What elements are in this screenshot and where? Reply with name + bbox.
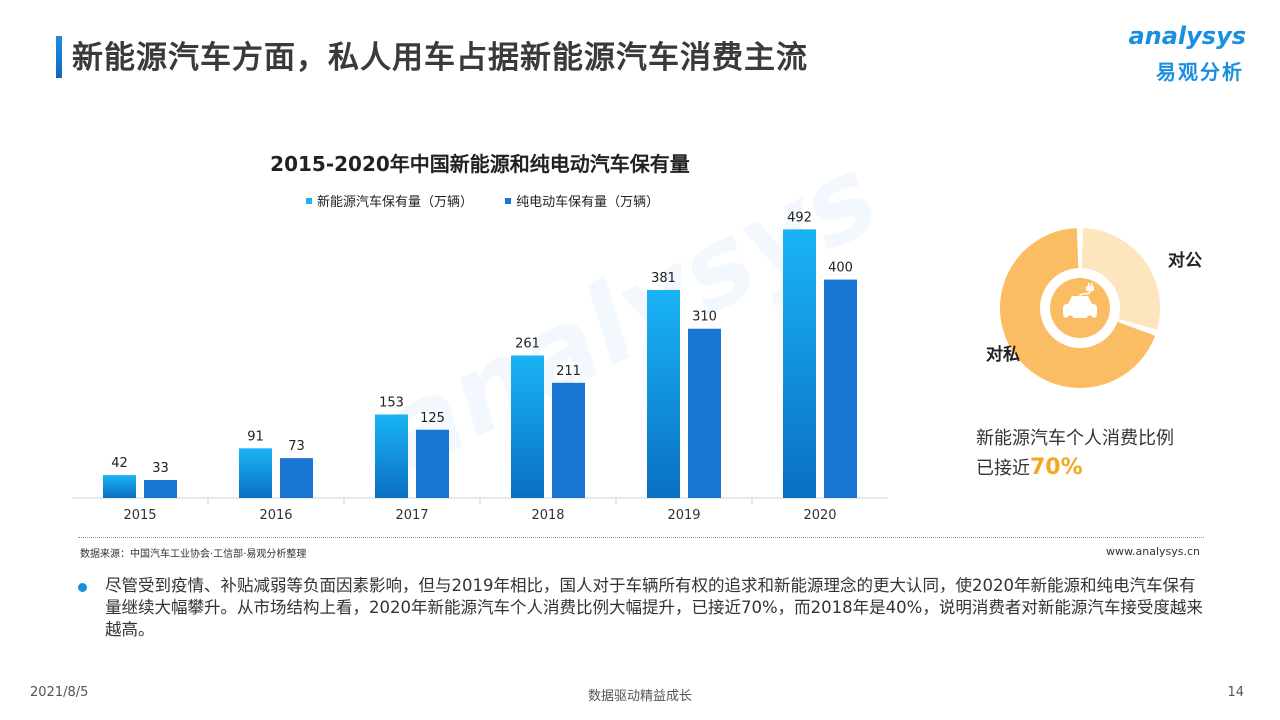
website-link[interactable]: www.analysys.cn [1106, 545, 1200, 558]
insight-line2: 已接近70% [976, 454, 1083, 480]
data-label-series2-2017: 125 [420, 411, 445, 426]
bar-series2-2018 [552, 382, 585, 498]
title-accent-bar [56, 36, 62, 78]
data-label-series2-2020: 400 [828, 261, 853, 276]
legend-swatch-series1 [306, 197, 312, 204]
bar-series2-2020 [824, 279, 857, 498]
x-tick-label-2015: 2015 [123, 508, 156, 523]
summary-paragraph: 尽管受到疫情、补贴减弱等负面因素影响，但与2019年相比，国人对于车辆所有权的追… [105, 576, 1203, 639]
logo-text-cn: 易观分析 [1156, 60, 1244, 84]
data-label-series2-2016: 73 [288, 439, 305, 454]
insight-line1: 新能源汽车个人消费比例 [976, 428, 1174, 449]
source-divider [78, 537, 1204, 538]
footer-date: 2021/8/5 [30, 685, 89, 700]
data-label-series1-2015: 42 [111, 456, 128, 471]
bar-series2-2017 [416, 429, 449, 498]
donut-label-public: 对公 [1168, 251, 1202, 271]
chart-legend: 新能源汽车保有量（万辆） 纯电动车保有量（万辆） [306, 191, 687, 210]
bar-series1-2015 [103, 475, 136, 498]
insight-percentage: 70% [1030, 455, 1083, 480]
data-label-series1-2016: 91 [247, 429, 264, 444]
bar-chart: 42 33 2015 91 73 2016 153 125 2017 261 211 2018 381 3… [72, 210, 888, 523]
footer-slogan: 数据驱动精益成长 [587, 689, 692, 704]
data-label-series1-2017: 153 [379, 395, 404, 410]
bullet-icon [78, 583, 87, 592]
x-tick-label-2018: 2018 [531, 508, 564, 523]
bar-series1-2020 [783, 229, 816, 499]
legend-item-series1: 新能源汽车保有量（万辆） [306, 191, 473, 210]
data-label-series1-2020: 492 [787, 210, 812, 225]
insight-prefix: 已接近 [976, 458, 1030, 479]
x-tick-label-2019: 2019 [667, 508, 700, 523]
consumption-donut [1000, 228, 1160, 388]
logo-text-en: analysys [1128, 22, 1246, 50]
bar-series1-2016 [239, 448, 272, 498]
chart-title: 2015-2020年中国新能源和纯电动汽车保有量 [270, 152, 690, 176]
bar-series1-2018 [511, 355, 544, 498]
brand-logo: analysys 易观分析 [1116, 22, 1246, 84]
data-source: 数据来源：中国汽车工业协会·工信部·易观分析整理 [80, 549, 307, 560]
data-label-series2-2019: 310 [692, 310, 717, 325]
data-label-series2-2015: 33 [152, 461, 169, 476]
bar-series2-2015 [144, 479, 177, 498]
data-label-series1-2019: 381 [651, 271, 676, 286]
legend-label-series1: 新能源汽车保有量（万辆） [317, 195, 474, 210]
data-label-series1-2018: 261 [515, 336, 540, 351]
x-tick-label-2020: 2020 [803, 508, 836, 523]
page-number: 14 [1227, 685, 1244, 700]
bar-series1-2017 [375, 414, 408, 498]
bar-series2-2016 [280, 458, 313, 498]
x-tick-label-2017: 2017 [395, 508, 428, 523]
x-tick-label-2016: 2016 [259, 508, 292, 523]
donut-label-private: 对私 [986, 345, 1020, 365]
legend-swatch-series2 [505, 197, 512, 204]
ev-charging-car-icon [1063, 283, 1097, 323]
data-label-series2-2018: 211 [556, 364, 581, 379]
legend-item-series2: 纯电动车保有量（万辆） [505, 191, 659, 210]
bar-series1-2019 [647, 289, 680, 498]
page-title: 新能源汽车方面，私人用车占据新能源汽车消费主流 [72, 40, 808, 76]
bar-series2-2019 [688, 328, 721, 498]
legend-label-series2: 纯电动车保有量（万辆） [516, 195, 660, 210]
